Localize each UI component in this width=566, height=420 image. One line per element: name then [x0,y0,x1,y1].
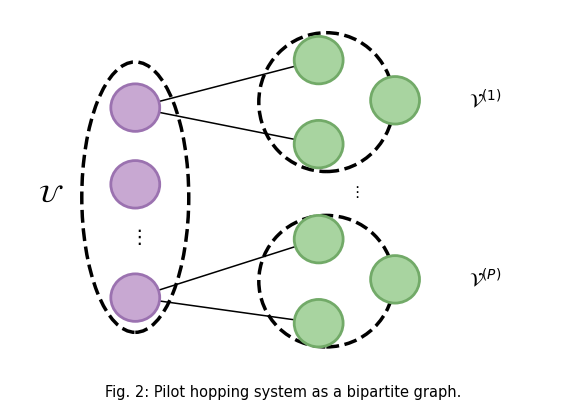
Ellipse shape [111,160,160,208]
Text: Fig. 2: Pilot hopping system as a bipartite graph.: Fig. 2: Pilot hopping system as a bipart… [105,385,461,400]
Ellipse shape [294,215,343,263]
Text: $\mathcal{V}^{(P)}$: $\mathcal{V}^{(P)}$ [469,268,501,291]
Ellipse shape [111,274,160,321]
Ellipse shape [371,256,419,303]
Ellipse shape [294,299,343,347]
Ellipse shape [111,84,160,131]
Text: $\vdots$: $\vdots$ [349,184,359,199]
Ellipse shape [294,37,343,84]
Text: $\vdots$: $\vdots$ [129,227,142,247]
Ellipse shape [294,121,343,168]
Text: $\mathcal{V}^{(1)}$: $\mathcal{V}^{(1)}$ [469,89,501,112]
Ellipse shape [371,76,419,124]
Text: $\mathcal{U}$: $\mathcal{U}$ [38,184,64,207]
